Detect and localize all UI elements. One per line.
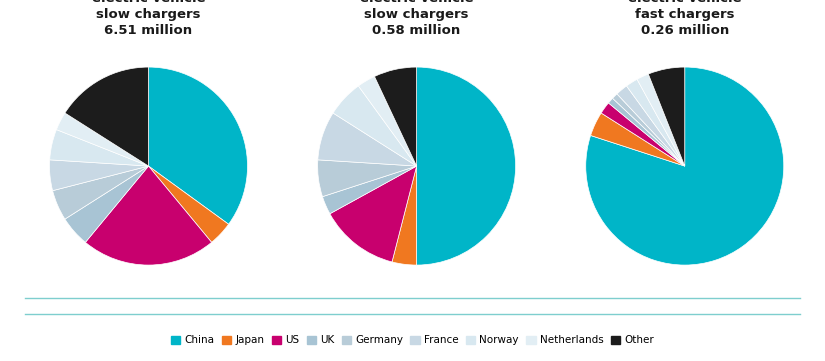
Title: Publicly accessible
electric vehicle
fast chargers
0.26 million: Publicly accessible electric vehicle fas… (615, 0, 755, 37)
Wedge shape (56, 113, 148, 166)
Wedge shape (318, 113, 417, 166)
Wedge shape (613, 94, 685, 166)
Title: Private
electric vehicle
slow chargers
6.51 million: Private electric vehicle slow chargers 6… (92, 0, 205, 37)
Wedge shape (318, 160, 417, 197)
Wedge shape (333, 86, 417, 166)
Wedge shape (617, 86, 685, 166)
Wedge shape (586, 67, 784, 265)
Wedge shape (330, 166, 417, 262)
Wedge shape (392, 166, 417, 265)
Wedge shape (591, 113, 685, 166)
Wedge shape (358, 77, 417, 166)
Wedge shape (86, 166, 211, 265)
Wedge shape (626, 79, 685, 166)
Title: Publicly accessible
electric vehicle
slow chargers
0.58 million: Publicly accessible electric vehicle slo… (346, 0, 487, 37)
Wedge shape (609, 98, 685, 166)
Wedge shape (148, 67, 248, 224)
Wedge shape (50, 160, 148, 191)
Wedge shape (417, 67, 516, 265)
Wedge shape (65, 166, 148, 242)
Wedge shape (65, 67, 148, 166)
Wedge shape (50, 130, 148, 166)
Wedge shape (601, 103, 685, 166)
Legend: China, Japan, US, UK, Germany, France, Norway, Netherlands, Other: China, Japan, US, UK, Germany, France, N… (167, 332, 658, 349)
Wedge shape (375, 67, 417, 166)
Wedge shape (323, 166, 417, 214)
Wedge shape (648, 67, 685, 166)
Wedge shape (148, 166, 229, 242)
Wedge shape (637, 74, 685, 166)
Wedge shape (53, 166, 148, 219)
